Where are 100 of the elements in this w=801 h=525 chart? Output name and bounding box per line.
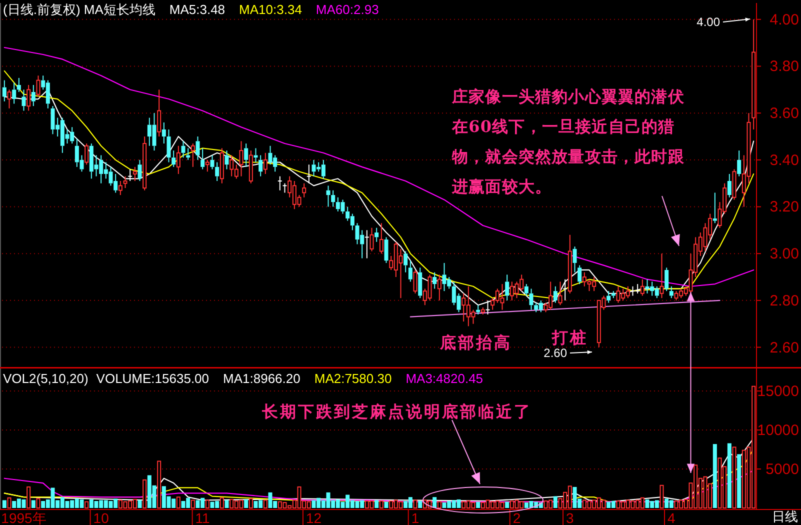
bar [432,497,437,508]
x-tick-label: 1995年 [1,510,46,525]
text: MA2:7580.30 [314,371,392,386]
candlestick [31,84,36,107]
text: MA60:2.93 [316,2,379,17]
annotation: 2.60 [544,346,568,360]
candlestick [572,246,577,273]
bar [384,502,388,508]
chart-title: (日线.前复权) MA短长均线 [3,2,156,17]
bar [36,498,40,508]
text: 日线 [772,509,798,524]
x-tick-label: 10 [93,510,110,525]
candlestick [331,190,336,208]
candlestick [737,150,742,177]
text: MA5:3.48 [169,2,226,17]
candlestick [16,77,21,92]
x-tick-label: 4 [668,510,676,525]
y-tick-label: 10000 [757,422,799,440]
candlestick [22,89,26,112]
candlestick [254,148,258,163]
bar [224,500,229,508]
candlestick [418,267,422,299]
candlestick [553,286,558,304]
candlestick [664,267,669,292]
bar [2,500,6,508]
candlestick [326,185,330,208]
bar [244,499,248,508]
annotation: 庄家像一头猎豹小心翼翼的潜伏在60线下，一旦接近自己的猎物，就会突然放量攻击，此时跟进赢面较大。 [452,86,686,198]
bar [374,500,379,508]
line-series [4,470,754,502]
y-tick-label: 4.00 [770,11,799,28]
bar [190,500,195,508]
candlestick [606,290,611,304]
text: MA1:8966.20 [223,371,300,386]
candlestick [384,236,388,264]
y-tick-label: 3.80 [770,58,799,76]
candlestick [2,80,6,102]
bar [176,496,180,508]
bar [220,497,224,508]
candlestick [432,272,437,290]
y-tick-label: 15000 [757,383,799,400]
text: MA3:4820.45 [406,371,484,386]
bar [553,496,558,508]
bar [84,501,89,508]
candlestick [172,150,176,168]
candlestick [404,250,408,273]
candlestick [200,148,205,170]
bar [248,498,253,508]
bar [727,443,732,508]
bar [437,501,442,508]
bar [7,497,12,508]
bar [413,500,418,508]
candlestick [669,286,674,299]
bar [31,500,36,508]
chart-subtitle: VOLUME:15635.00 [96,371,210,386]
y-tick-label: 3.40 [770,152,799,169]
candlestick [529,288,534,310]
bar [379,500,384,508]
bar [476,502,480,508]
annotation: 长期下跌到芝麻点说明底部临近了 [261,402,532,421]
candlestick [437,274,442,301]
candlestick [244,143,248,168]
candlestick [162,122,166,144]
bar [712,444,717,508]
candlestick [258,154,263,177]
y-tick-label: 3.60 [770,105,799,122]
annotation: 底部抬高 [439,333,512,352]
bar [732,446,736,508]
x-tick-label: 11 [195,510,210,525]
bar [418,500,422,508]
y-tick-label: 5000 [766,461,799,478]
y-tick-label: 2.60 [770,339,799,356]
bar [505,502,510,508]
y-tick-label: 3.20 [770,198,799,216]
x-tick-label: 1 [411,510,420,525]
candlestick [176,145,180,174]
bar [263,500,268,508]
candlestick [562,278,568,301]
bar [737,454,742,508]
candlestick [181,140,186,158]
chart-title: VOL2(5,10,20) [3,371,88,386]
candlestick [374,227,379,242]
candlestick [224,150,229,170]
candlestick [166,128,171,163]
candlestick [364,230,370,259]
annotation: 打桩 [551,328,588,347]
candlestick [505,274,510,301]
annotation: 4.00 [696,15,720,29]
candlestick [752,18,756,130]
candlestick [306,164,312,184]
candlestick [215,162,220,182]
candlestick [196,136,200,160]
bar [26,486,31,508]
bar [205,500,210,508]
candlestick [239,140,244,177]
x-tick-label: 2 [512,510,521,525]
y-tick-label: 2.80 [770,292,799,310]
candlestick [220,148,224,184]
candlestick [12,82,16,104]
bar [660,484,664,508]
